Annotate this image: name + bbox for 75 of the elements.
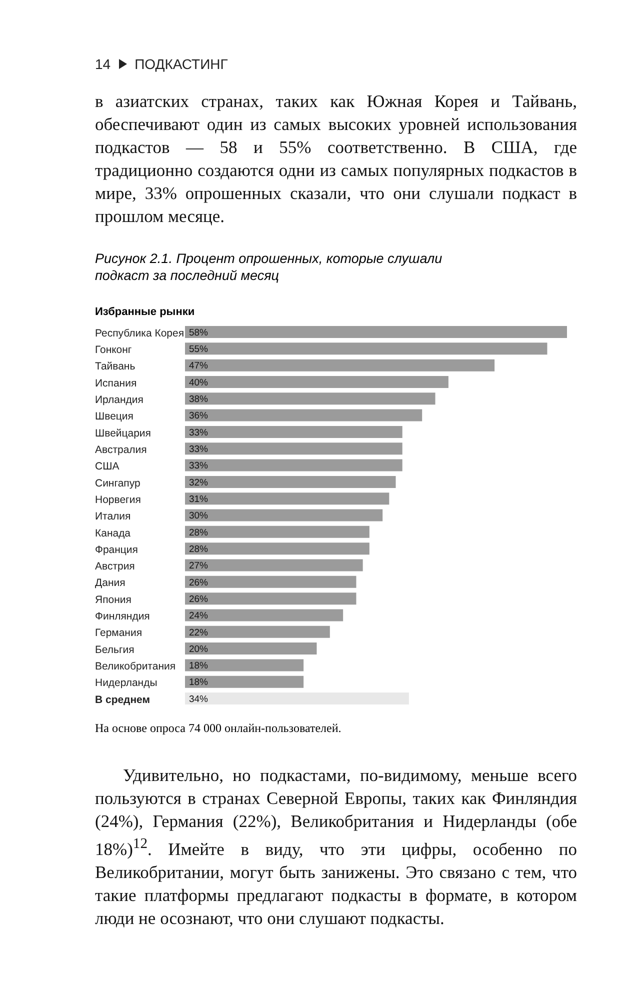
data-label: 28% [189,527,209,538]
bar [185,392,436,405]
y-tick-label: Япония [95,594,132,606]
y-tick-label: Нидерланды [95,678,158,690]
bar [185,376,448,388]
y-tick-label: Ирландия [95,394,144,406]
bar [185,642,317,655]
y-tick-label: Гонконг [95,344,132,356]
data-label: 36% [189,410,209,422]
data-label: 58% [189,327,209,338]
bar [185,476,396,488]
y-tick-label: Италия [95,512,131,523]
y-tick-label: Канада [95,528,131,540]
bar [185,359,495,372]
y-tick-label: Финляндия [95,612,150,623]
data-label: 18% [189,660,209,672]
bar [185,526,370,538]
data-label: 38% [189,394,209,406]
data-label: 33% [189,427,209,438]
y-tick-label: Франция [95,544,138,556]
bar [185,609,344,622]
bar [185,576,356,588]
y-tick-label: Тайвань [95,362,136,373]
data-label: 55% [189,344,209,356]
text: 14 [95,56,111,72]
y-tick-label: Дания [95,578,126,590]
data-label: 31% [189,494,209,505]
text: На основе опроса 74 000 онлайн-пользователей. [95,721,342,736]
bar [185,442,402,455]
chart-subtitle: Избранные рынки [95,306,196,318]
bar [185,492,390,505]
text: Удивительно, но подкастами, по-видимому, меньше всего пользуются в странах Северной Европы, таких как Финляндия (24%), Германия (22%), Великобритания и Нидерланды (обе 18%)$^{12}$. Имейте в виду, что эти цифры, особенно по Великобритании, могут быть занижены. Это связано с тем, что такие платформы предлагают подкасты в формате, в котором люди не осознают, что они слушают подкасты. [95,765,577,928]
y-tick-label: Норвегия [95,494,141,506]
text: ПОДКАСТИНГ [134,56,228,72]
data-label: 24% [189,610,209,622]
bar [185,559,363,572]
data-label: 33% [189,444,209,455]
y-tick-label: Испания [95,378,137,390]
y-tick-label: Австралия [95,444,147,456]
data-label: 47% [189,360,209,372]
y-tick-label: Республика Корея [95,328,184,340]
bar [185,509,383,522]
data-label: 40% [189,377,209,388]
y-tick-label: В среднем [95,694,150,706]
y-tick-label: США [95,462,120,473]
data-label: 26% [189,577,209,588]
y-tick-label: Швейцария [95,428,151,440]
bar [185,626,330,638]
bar [185,459,402,472]
data-label: 27% [189,560,209,572]
bar [185,542,370,555]
y-tick-label: Сингапур [95,478,140,490]
data-label: 32% [189,477,209,488]
data-label: 26% [189,594,209,605]
data-label: 34% [189,694,209,705]
chart-title: Рисунок 2.1. Процент опрошенных, которые слушали подкаст за последний месяц [95,250,444,284]
bar [185,659,304,672]
data-label: 22% [189,627,209,638]
y-tick-label: Швеция [95,412,134,423]
bar [185,342,548,355]
data-label: 28% [189,544,209,555]
data-label: 20% [189,644,209,655]
bar [185,326,567,338]
y-tick-label: Германия [95,628,142,640]
text: в азиатских странах, таких как Южная Корея и Тайвань, обеспечивают один из самых высоких уровней использования подкастов — 58 и 55% соответственно. В США, где традиционно создаются одни из самых популярных подкастов в мире, 33% опрошенных сказали, что они слушали подкаст в прошлом месяце. [95,90,577,228]
y-tick-label: Великобритания [95,662,176,673]
bar [185,426,402,438]
bar [185,592,356,605]
y-tick-label: Австрия [95,562,135,573]
data-label: 33% [189,460,209,472]
data-label: 30% [189,510,209,522]
data-label: 18% [189,677,209,688]
bar [185,409,422,422]
y-tick-label: Бельгия [95,644,134,656]
bar [185,676,304,688]
